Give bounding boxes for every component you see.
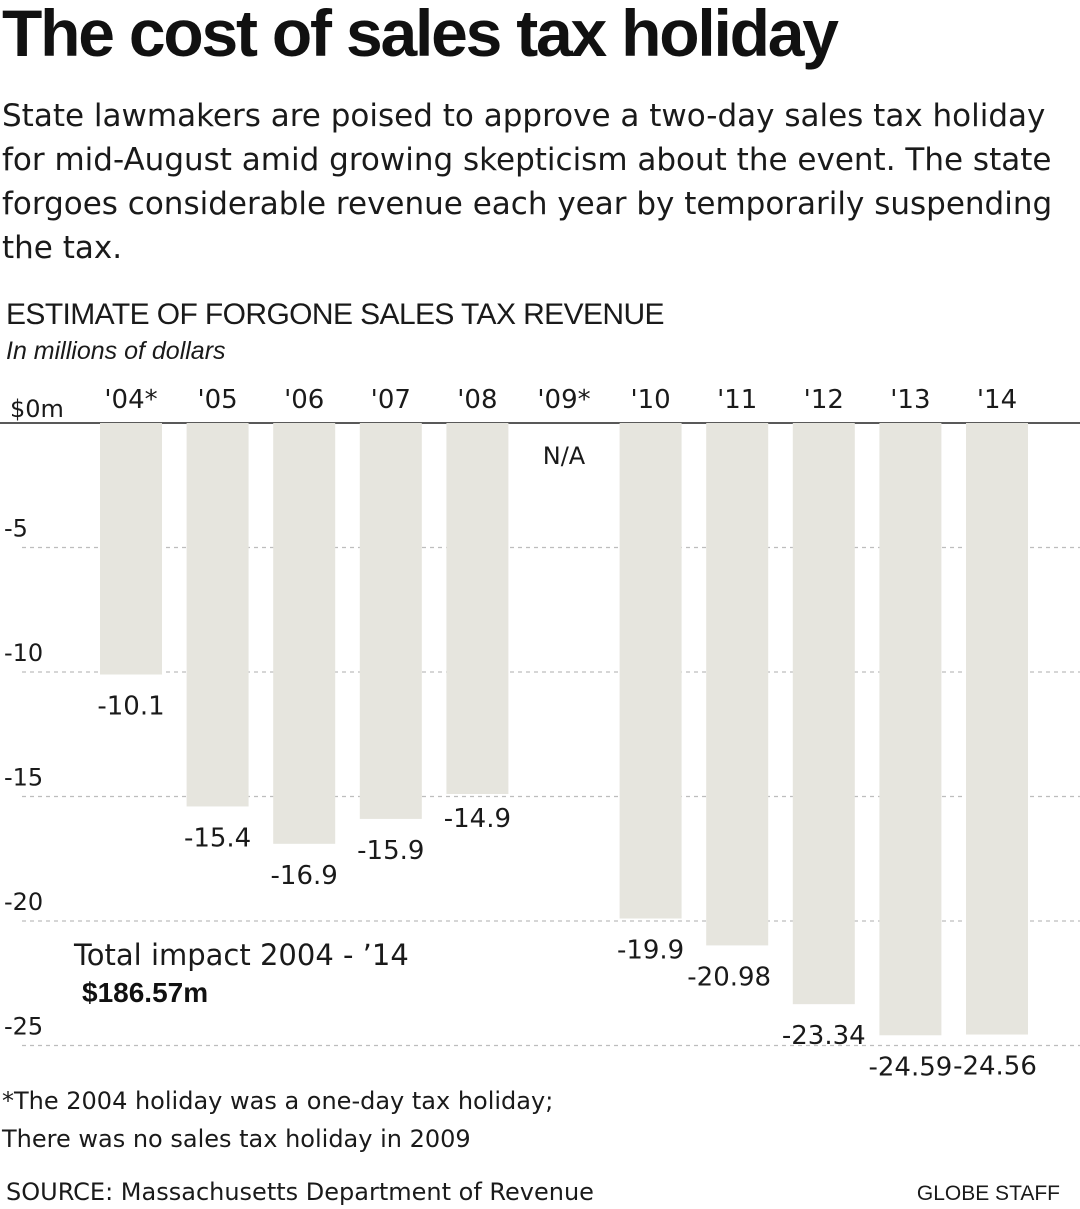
bar [619,423,682,919]
footnote-line-1: *The 2004 holiday was a one-day tax holi… [2,1087,554,1115]
category-label: '07 [371,385,411,415]
footnote: *The 2004 holiday was a one-day tax holi… [2,1082,553,1158]
value-label: -10.1 [97,691,164,721]
total-impact-value: $186.57m [82,977,208,1008]
category-label: '11 [717,385,757,415]
category-label: '05 [197,385,237,415]
bar [966,423,1028,1035]
value-label: -23.34 [782,1021,866,1051]
chart-subtitle: In millions of dollars [6,337,226,365]
category-label: '08 [457,385,497,415]
y-axis-ticks: $0m -5 -10 -15 -20 -25 [4,395,64,1041]
y-tick-label: $0m [10,395,64,423]
y-tick-label: -10 [4,639,43,667]
source-line: SOURCE: Massachusetts Department of Reve… [6,1178,594,1206]
bar [273,423,336,844]
category-label: '06 [284,385,324,415]
bar [706,423,769,946]
total-impact-label: Total impact 2004 - ’14 [73,938,409,972]
value-label: -24.56 [953,1052,1037,1080]
bars [100,423,1028,1036]
value-label: -14.9 [444,804,511,834]
dek-text: State lawmakers are poised to approve a … [2,98,1053,266]
bar [359,423,422,819]
category-label: '14 [977,385,1017,415]
y-tick-label: -15 [4,764,43,792]
bar [792,423,855,1005]
credit-line: GLOBE STAFF [916,1182,1060,1205]
headline: The cost of sales tax holiday [2,0,839,70]
category-label: '09* [537,385,590,415]
value-label: -16.9 [271,861,338,891]
y-tick-label: -20 [4,888,43,916]
value-label: -24.59 [868,1052,952,1080]
category-label: '04* [104,385,157,415]
bar [879,423,942,1036]
value-label: -19.9 [617,936,684,966]
value-label: N/A [543,442,586,470]
value-label: -15.4 [184,823,251,853]
category-labels: '04* '05 '06 '07 '08 '09* '10 '11 '12 '13 '14 [104,385,1017,415]
category-label: '12 [804,385,844,415]
value-labels: -10.1-15.4-16.9-15.9-14.9N/A-19.9-20.98-… [97,442,1037,1080]
y-tick-label: -25 [4,1013,43,1041]
chart-title: ESTIMATE OF FORGONE SALES TAX REVENUE [6,298,665,331]
bar [100,423,162,675]
value-label: -20.98 [687,962,771,992]
bar [446,423,509,795]
bar [186,423,249,807]
category-label: '13 [890,385,930,415]
y-tick-label: -5 [4,515,28,543]
total-annotation: Total impact 2004 - ’14 $186.57m [73,938,409,1008]
bar-chart: $0m -5 -10 -15 -20 -25 '04* '05 '06 '07 '08 '09* '1… [0,385,1080,1080]
footnote-line-2: There was no sales tax holiday in 2009 [2,1125,471,1153]
category-label: '10 [630,385,670,415]
value-label: -15.9 [357,836,424,866]
